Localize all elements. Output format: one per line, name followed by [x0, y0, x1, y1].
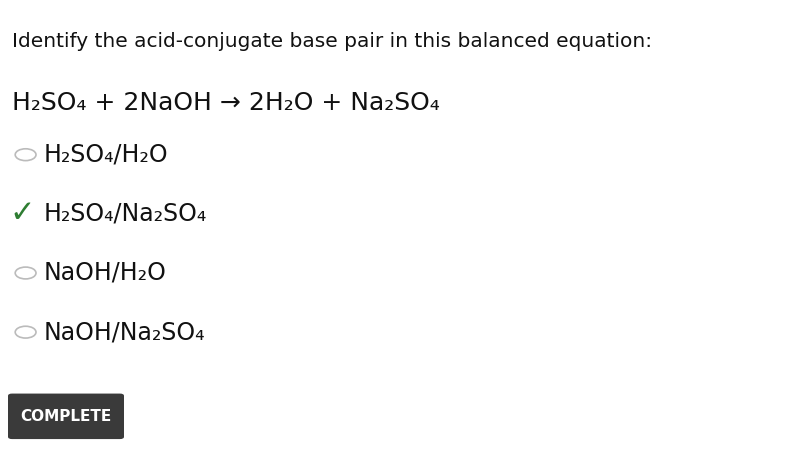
Text: COMPLETE: COMPLETE: [20, 409, 112, 424]
Text: H₂SO₄/Na₂SO₄: H₂SO₄/Na₂SO₄: [44, 202, 207, 226]
Text: Identify the acid-conjugate base pair in this balanced equation:: Identify the acid-conjugate base pair in…: [12, 32, 652, 51]
Text: NaOH/Na₂SO₄: NaOH/Na₂SO₄: [44, 320, 206, 344]
Text: ✓: ✓: [10, 199, 35, 228]
Text: H₂SO₄/H₂O: H₂SO₄/H₂O: [44, 143, 169, 167]
Text: H₂SO₄ + 2NaOH → 2H₂O + Na₂SO₄: H₂SO₄ + 2NaOH → 2H₂O + Na₂SO₄: [12, 91, 440, 115]
FancyBboxPatch shape: [8, 394, 124, 439]
Text: NaOH/H₂O: NaOH/H₂O: [44, 261, 167, 285]
